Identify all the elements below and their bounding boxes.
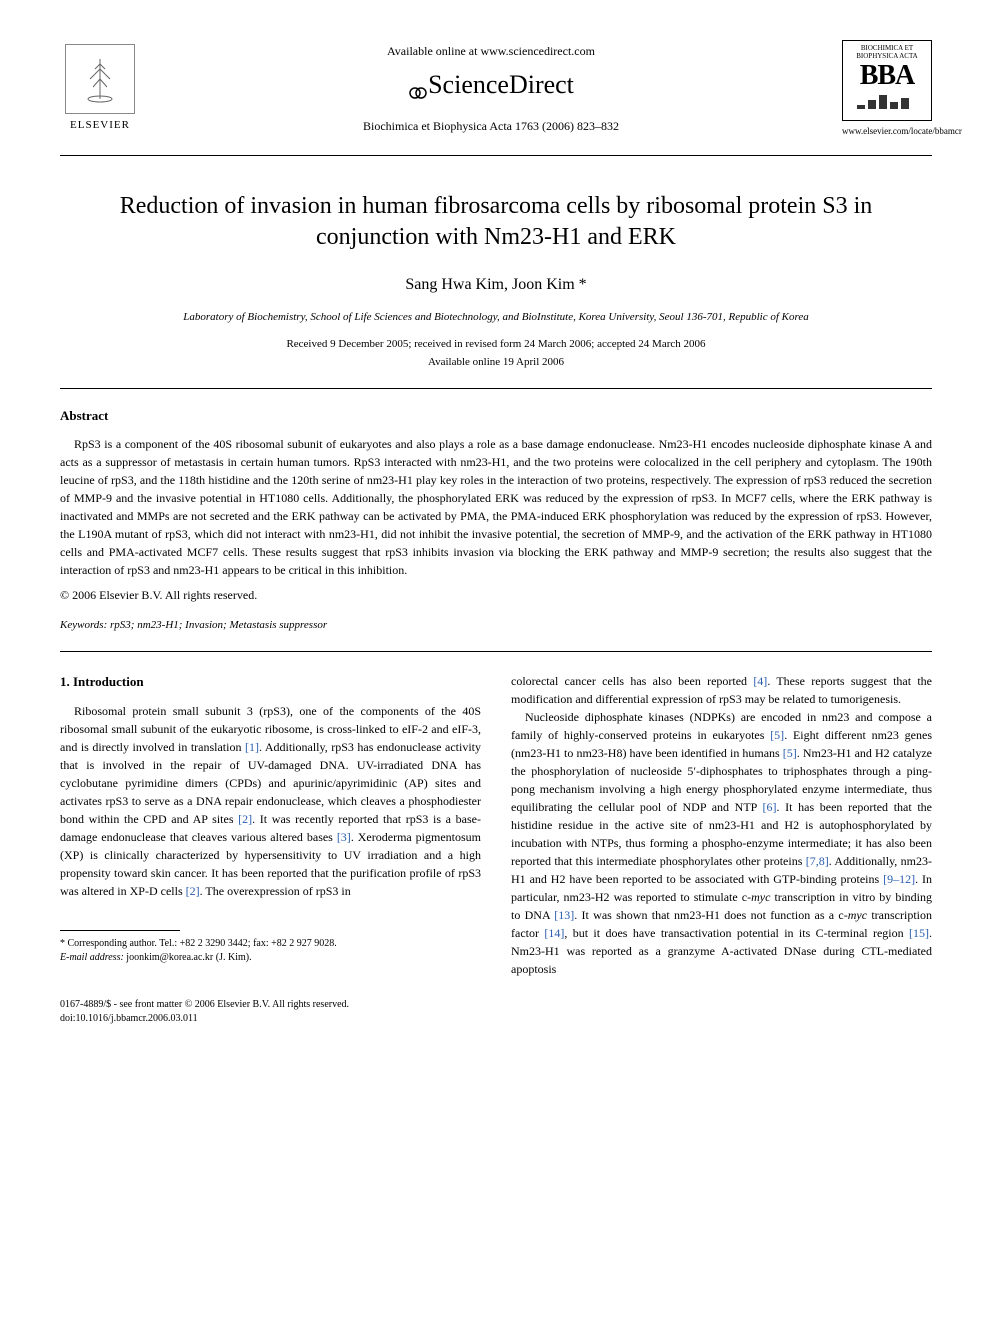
email-label: E-mail address: <box>60 952 124 963</box>
bba-graphic-icon <box>852 90 922 110</box>
divider <box>60 651 932 652</box>
citation-link[interactable]: [1] <box>245 740 259 754</box>
keywords-label: Keywords: <box>60 619 107 631</box>
received-dates: Received 9 December 2005; received in re… <box>60 337 932 352</box>
body-columns: 1. Introduction Ribosomal protein small … <box>60 672 932 978</box>
keywords-text: rpS3; nm23-H1; Invasion; Metastasis supp… <box>107 619 327 631</box>
article-title: Reduction of invasion in human fibrosarc… <box>100 191 892 253</box>
citation-link[interactable]: [9–12] <box>883 872 915 886</box>
text-run: colorectal cancer cells has also been re… <box>511 674 753 688</box>
journal-citation: Biochimica et Biophysica Acta 1763 (2006… <box>140 118 842 135</box>
abstract-heading: Abstract <box>60 407 932 425</box>
citation-link[interactable]: [4] <box>753 674 767 688</box>
intro-para-1-cont: colorectal cancer cells has also been re… <box>511 672 932 708</box>
center-header: Available online at www.sciencedirect.co… <box>140 43 842 135</box>
abstract-copyright: © 2006 Elsevier B.V. All rights reserved… <box>60 587 932 604</box>
page-footer: 0167-4889/$ - see front matter © 2006 El… <box>60 998 932 1026</box>
elsevier-label: ELSEVIER <box>60 118 140 133</box>
affiliation: Laboratory of Biochemistry, School of Li… <box>60 310 932 325</box>
sciencedirect-text: ScienceDirect <box>428 70 574 99</box>
doi-line: doi:10.1016/j.bbamcr.2006.03.011 <box>60 1012 932 1026</box>
bba-acronym: BBA <box>847 62 927 90</box>
citation-link[interactable]: [5] <box>783 746 797 760</box>
abstract-body: RpS3 is a component of the 40S ribosomal… <box>60 435 932 579</box>
keywords-line: Keywords: rpS3; nm23-H1; Invasion; Metas… <box>60 618 932 633</box>
bba-logo-box: BIOCHIMICA ET BIOPHYSICA ACTA BBA <box>842 40 932 121</box>
sciencedirect-icon <box>408 77 428 97</box>
citation-link[interactable]: [15] <box>909 926 929 940</box>
intro-para-1: Ribosomal protein small subunit 3 (rpS3)… <box>60 702 481 900</box>
elsevier-tree-icon <box>65 44 135 114</box>
text-run: , but it does have transactivation poten… <box>564 926 909 940</box>
gene-name: myc <box>848 908 867 922</box>
journal-url: www.elsevier.com/locate/bbamcr <box>842 125 932 138</box>
text-run: . It was shown that nm23-H1 does not fun… <box>574 908 847 922</box>
left-column: 1. Introduction Ribosomal protein small … <box>60 672 481 978</box>
sciencedirect-logo: ScienceDirect <box>140 67 842 103</box>
footnote-separator <box>60 930 180 931</box>
bba-logo: BIOCHIMICA ET BIOPHYSICA ACTA BBA www.el… <box>842 40 932 137</box>
citation-link[interactable]: [2] <box>186 884 200 898</box>
divider <box>60 388 932 389</box>
right-column: colorectal cancer cells has also been re… <box>511 672 932 978</box>
text-run: . The overexpression of rpS3 in <box>200 884 351 898</box>
citation-link[interactable]: [2] <box>238 812 252 826</box>
elsevier-logo: ELSEVIER <box>60 44 140 133</box>
corresponding-author: * Corresponding author. Tel.: +82 2 3290… <box>60 937 481 951</box>
email-address: joonkim@korea.ac.kr (J. Kim). <box>124 952 252 963</box>
intro-para-2: Nucleoside diphosphate kinases (NDPKs) a… <box>511 708 932 978</box>
available-online-text: Available online at www.sciencedirect.co… <box>140 43 842 60</box>
available-date: Available online 19 April 2006 <box>60 355 932 370</box>
citation-link[interactable]: [5] <box>770 728 784 742</box>
email-line: E-mail address: joonkim@korea.ac.kr (J. … <box>60 951 481 965</box>
citation-link[interactable]: [3] <box>337 830 351 844</box>
bba-fulltitle: BIOCHIMICA ET BIOPHYSICA ACTA <box>847 45 927 60</box>
citation-link[interactable]: [6] <box>763 800 777 814</box>
gene-name: myc <box>751 890 770 904</box>
citation-link[interactable]: [13] <box>554 908 574 922</box>
authors: Sang Hwa Kim, Joon Kim * <box>60 274 932 296</box>
introduction-heading: 1. Introduction <box>60 672 481 692</box>
citation-link[interactable]: [7,8] <box>806 854 829 868</box>
issn-line: 0167-4889/$ - see front matter © 2006 El… <box>60 998 932 1012</box>
citation-link[interactable]: [14] <box>544 926 564 940</box>
page-header: ELSEVIER Available online at www.science… <box>60 40 932 156</box>
abstract-text: RpS3 is a component of the 40S ribosomal… <box>60 435 932 579</box>
